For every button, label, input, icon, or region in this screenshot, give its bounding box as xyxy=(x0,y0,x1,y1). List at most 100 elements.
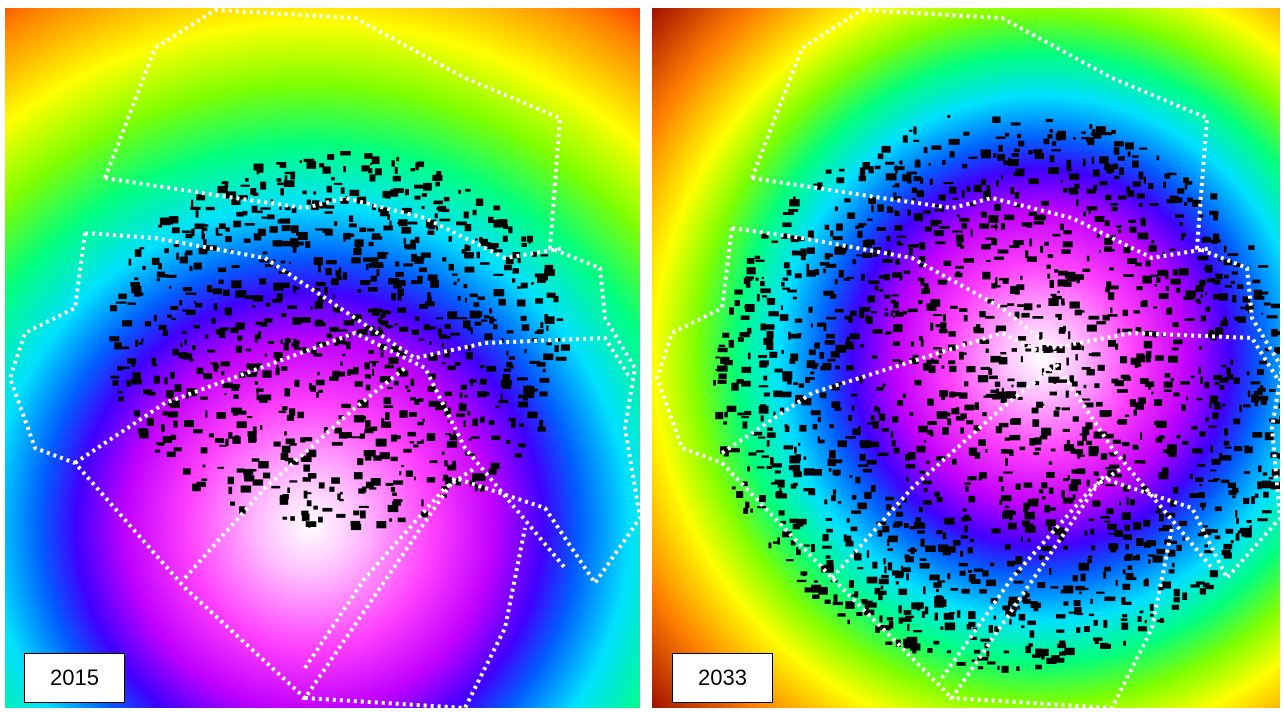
built-area xyxy=(914,380,921,386)
built-area xyxy=(529,361,540,364)
built-area xyxy=(1146,261,1151,267)
built-area xyxy=(1185,185,1188,190)
built-area xyxy=(307,500,312,506)
built-area xyxy=(947,115,950,118)
built-area xyxy=(489,308,492,313)
built-area xyxy=(502,374,510,380)
built-area xyxy=(863,469,872,473)
map-overlay xyxy=(652,8,1280,708)
built-area xyxy=(203,373,212,379)
built-area xyxy=(1089,316,1100,320)
built-area xyxy=(1032,419,1039,427)
built-area xyxy=(232,265,240,268)
built-area xyxy=(1231,540,1234,543)
built-area xyxy=(877,204,884,212)
built-area xyxy=(974,569,984,572)
built-area xyxy=(464,284,468,288)
built-area xyxy=(807,247,815,254)
built-area xyxy=(1094,472,1099,476)
built-area xyxy=(154,376,160,384)
built-area xyxy=(1098,365,1105,371)
built-area xyxy=(528,412,538,419)
built-area xyxy=(793,382,798,385)
built-area xyxy=(924,147,928,153)
built-area xyxy=(1043,139,1049,145)
built-area xyxy=(879,275,884,279)
built-area xyxy=(1104,597,1115,601)
built-area xyxy=(1100,643,1108,649)
built-area xyxy=(812,366,817,369)
built-area xyxy=(372,369,374,376)
built-area xyxy=(185,339,188,344)
built-area xyxy=(1128,151,1131,156)
built-area xyxy=(920,558,927,561)
built-area xyxy=(537,277,546,283)
built-area xyxy=(971,579,981,584)
built-area xyxy=(1155,355,1164,361)
built-area xyxy=(795,396,798,404)
built-area xyxy=(405,385,408,388)
built-area xyxy=(964,381,968,386)
built-area xyxy=(484,315,489,318)
built-area xyxy=(126,380,130,386)
built-area xyxy=(1125,142,1134,149)
built-area xyxy=(1053,382,1056,384)
built-area xyxy=(1049,488,1054,494)
built-area xyxy=(1023,507,1028,512)
built-area xyxy=(464,420,466,427)
built-area xyxy=(960,427,964,433)
built-area xyxy=(111,376,120,379)
built-area xyxy=(455,362,461,366)
built-area xyxy=(349,216,353,222)
built-area xyxy=(473,210,477,215)
built-area xyxy=(913,630,922,632)
built-area xyxy=(366,385,371,391)
built-area xyxy=(1187,198,1193,203)
built-area xyxy=(1204,382,1209,388)
built-area xyxy=(748,353,751,360)
built-area xyxy=(1122,602,1132,605)
built-area xyxy=(805,377,810,383)
built-area xyxy=(1130,499,1135,505)
built-area xyxy=(1044,505,1050,513)
built-area xyxy=(860,440,871,448)
built-area xyxy=(1106,434,1114,439)
built-area xyxy=(1061,180,1064,183)
built-area xyxy=(262,370,271,377)
built-area xyxy=(1234,317,1243,321)
built-area xyxy=(1122,442,1130,446)
built-area xyxy=(981,212,987,218)
built-area xyxy=(1166,286,1169,291)
built-area xyxy=(255,340,258,343)
built-area xyxy=(920,563,930,569)
built-area xyxy=(860,454,866,461)
built-area xyxy=(1054,269,1058,273)
built-area xyxy=(1137,193,1145,198)
built-area xyxy=(903,311,907,315)
built-area xyxy=(1221,480,1230,484)
built-area xyxy=(991,238,997,245)
built-area xyxy=(368,350,374,354)
built-area xyxy=(354,472,363,479)
built-area xyxy=(860,377,863,384)
built-area xyxy=(992,117,1000,124)
built-area xyxy=(197,482,206,487)
built-area xyxy=(886,504,891,510)
built-area xyxy=(1254,391,1262,395)
built-area xyxy=(1132,155,1139,158)
page: 2015 2033 (() => { const data = JSON.par… xyxy=(0,0,1284,712)
built-area xyxy=(1046,119,1053,122)
built-area xyxy=(999,477,1004,482)
built-area xyxy=(418,398,423,402)
built-area xyxy=(521,237,526,242)
built-area xyxy=(982,412,986,416)
built-area xyxy=(1082,269,1090,272)
built-area xyxy=(744,332,750,337)
built-area xyxy=(1099,250,1101,253)
built-area xyxy=(452,274,457,276)
built-area xyxy=(1052,234,1060,237)
built-area xyxy=(235,290,246,298)
built-area xyxy=(957,243,962,247)
built-area xyxy=(413,445,419,448)
built-area xyxy=(406,470,413,476)
